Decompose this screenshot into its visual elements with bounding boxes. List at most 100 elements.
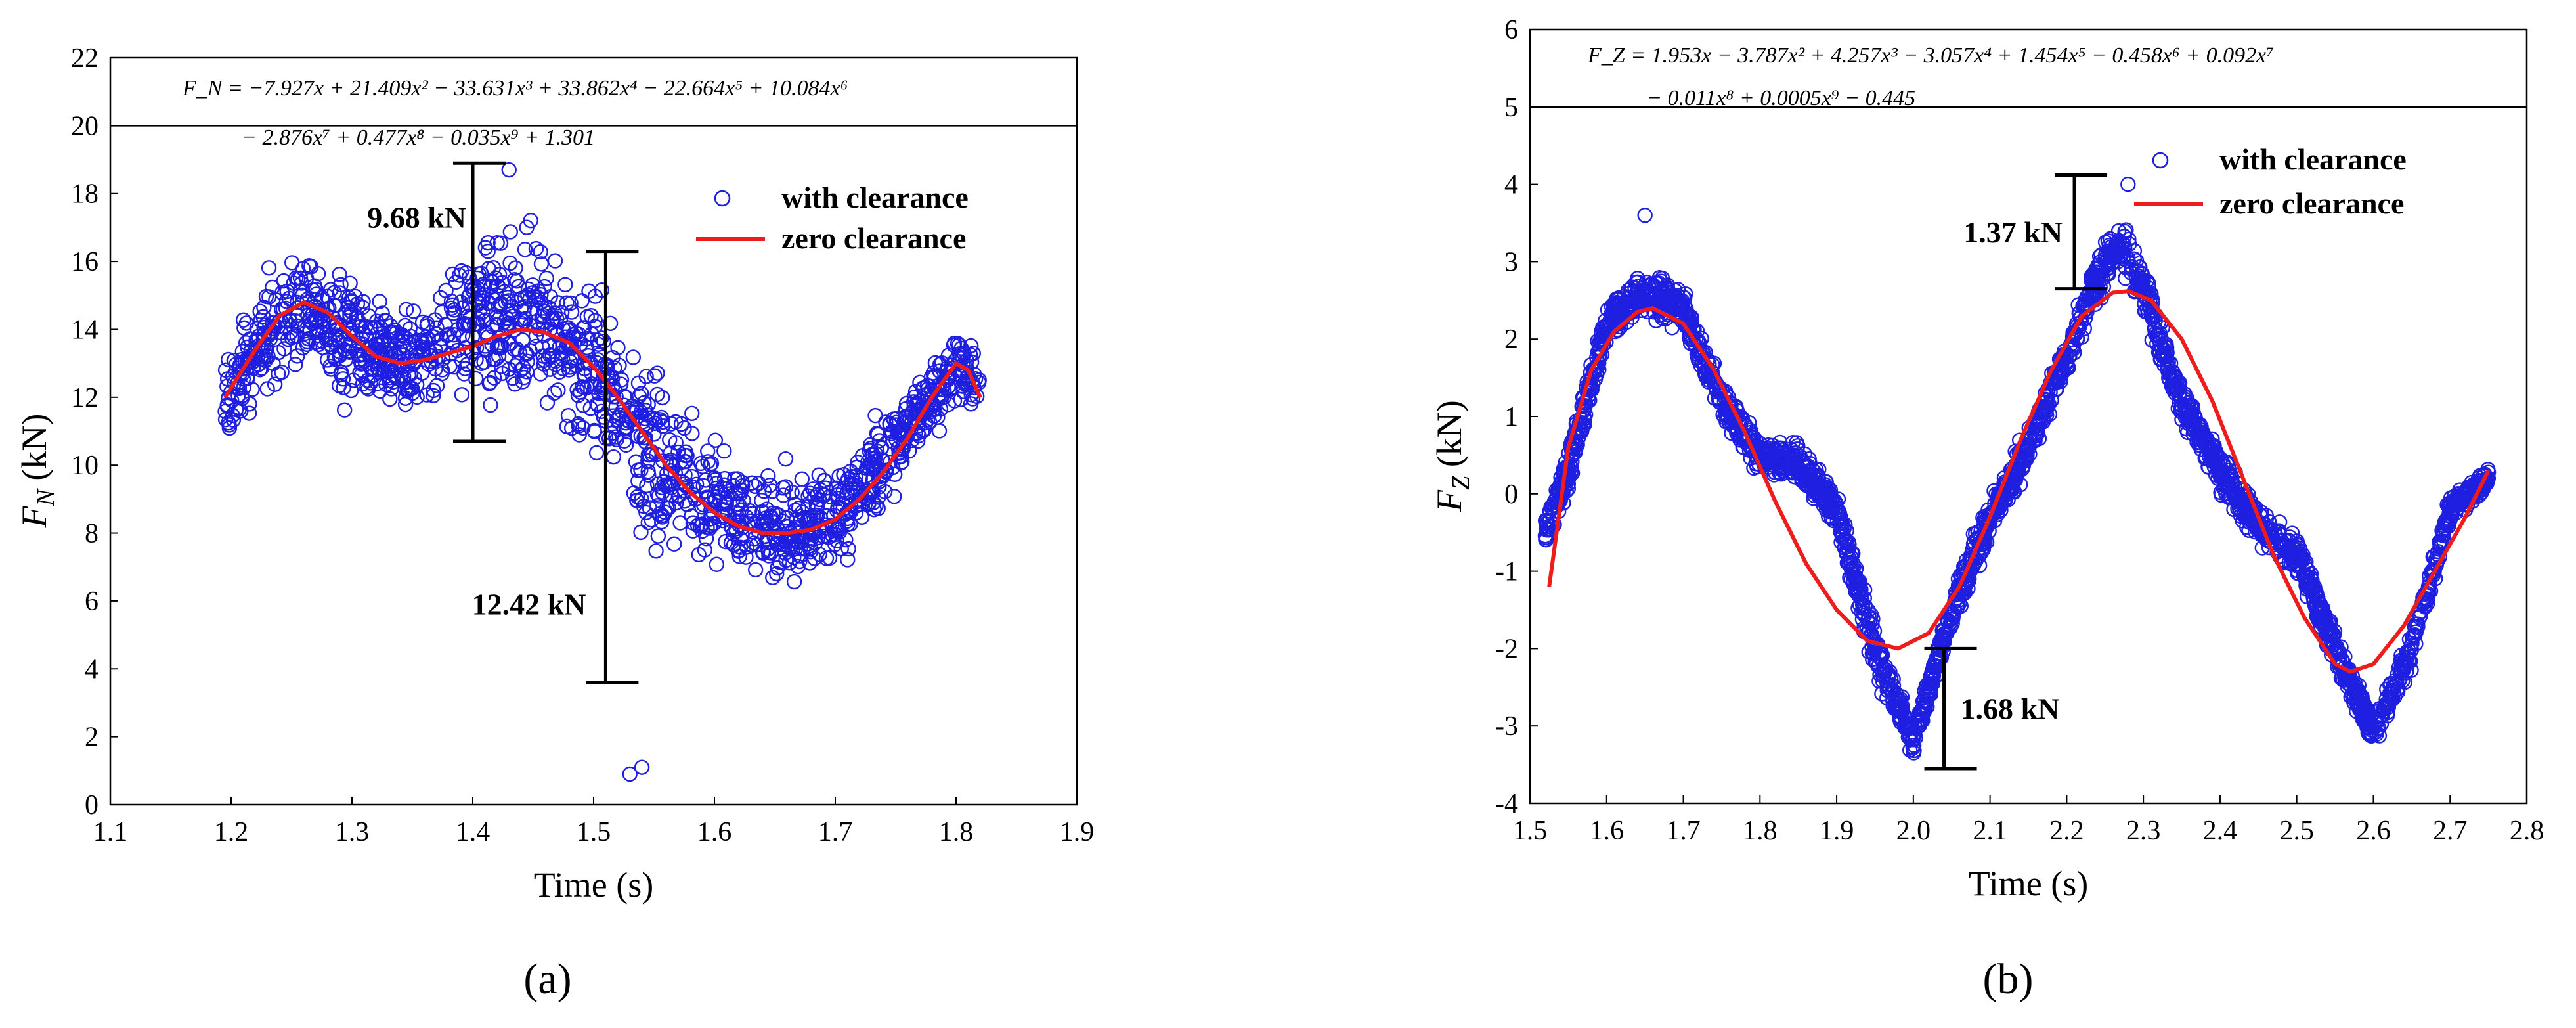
- data-point: [751, 476, 767, 491]
- data-point: [1558, 483, 1574, 499]
- data-point: [633, 524, 649, 541]
- data-point: [2032, 411, 2047, 426]
- data-point: [374, 305, 390, 321]
- x-tick-label: 1.3: [335, 817, 370, 847]
- data-point: [2472, 480, 2488, 497]
- data-point: [625, 349, 642, 365]
- data-point: [533, 244, 548, 260]
- data-point: [2028, 427, 2045, 443]
- scatter-series-with-clearance: [217, 162, 987, 782]
- data-point: [523, 213, 538, 229]
- data-point: [647, 368, 663, 384]
- data-point: [529, 313, 544, 330]
- y-axis-title: FN (kN): [14, 414, 60, 529]
- data-point: [786, 573, 802, 590]
- data-point: [1823, 501, 1839, 516]
- data-point: [618, 415, 634, 431]
- data-point: [747, 562, 764, 578]
- data-point: [629, 492, 645, 508]
- x-tick-label: 1.9: [1060, 817, 1095, 847]
- data-point: [912, 374, 928, 391]
- data-point: [878, 414, 894, 430]
- data-point: [483, 279, 498, 296]
- data-point: [575, 420, 591, 436]
- data-point: [769, 566, 785, 582]
- x-tick-label: 2.3: [2126, 816, 2161, 846]
- x-tick-label: 2.7: [2433, 816, 2468, 846]
- legend-marker-scatter: [2152, 152, 2169, 169]
- data-point: [1562, 457, 1578, 473]
- data-point: [302, 321, 318, 338]
- data-point: [299, 336, 315, 352]
- data-point: [359, 379, 375, 395]
- data-point: [709, 556, 725, 572]
- data-point: [626, 485, 642, 501]
- data-point: [2086, 284, 2103, 300]
- data-point: [253, 349, 269, 365]
- data-point: [454, 387, 470, 403]
- data-point: [557, 277, 573, 293]
- data-point: [1590, 333, 1605, 349]
- data-point: [2437, 521, 2453, 537]
- data-point: [672, 515, 688, 531]
- data-point: [2192, 416, 2208, 432]
- fit-equation-line-2: − 0.011x⁸ + 0.0005x⁹ − 0.445: [1647, 86, 1915, 110]
- data-point: [630, 375, 647, 391]
- data-point: [267, 376, 283, 392]
- data-point: [559, 295, 575, 311]
- data-point: [607, 429, 624, 445]
- data-point: [1960, 581, 1976, 596]
- y-tick-label: 2: [1504, 324, 1518, 355]
- data-point: [273, 324, 289, 341]
- data-point: [676, 420, 692, 436]
- annotation-label: 1.37 kN: [1963, 215, 2063, 249]
- data-point: [1795, 453, 1810, 468]
- data-point: [426, 388, 441, 403]
- data-point: [397, 396, 414, 413]
- data-point: [378, 313, 394, 329]
- y-tick-label: 20: [71, 111, 98, 141]
- data-point: [1845, 556, 1861, 571]
- fit-equation-line-1: F_N = −7.927x + 21.409x² − 33.631x³ + 33…: [182, 76, 848, 101]
- x-tick-label: 1.5: [1513, 816, 1548, 846]
- data-point: [480, 235, 496, 251]
- data-point: [1765, 451, 1781, 466]
- data-point: [2216, 458, 2233, 474]
- data-point: [221, 420, 238, 436]
- data-point: [2154, 347, 2170, 364]
- data-point: [777, 479, 794, 495]
- data-point: [1899, 721, 1915, 736]
- data-point: [398, 302, 414, 317]
- data-point: [754, 493, 770, 508]
- data-point: [839, 513, 855, 529]
- data-point: [1850, 585, 1867, 600]
- y-tick-label: 0: [85, 790, 98, 820]
- data-point: [2425, 564, 2441, 579]
- data-point: [891, 423, 907, 439]
- data-point: [278, 294, 295, 309]
- data-point: [666, 536, 682, 552]
- data-point: [288, 357, 303, 372]
- data-point: [1855, 600, 1871, 616]
- data-point: [652, 412, 668, 428]
- data-point: [2115, 235, 2131, 252]
- data-point: [654, 514, 670, 530]
- data-point: [633, 462, 649, 478]
- data-point: [515, 374, 531, 390]
- data-point: [1799, 476, 1814, 491]
- data-point: [2354, 708, 2370, 724]
- data-point: [261, 289, 277, 305]
- data-point: [1885, 698, 1901, 714]
- y-tick-label: 6: [85, 587, 98, 617]
- data-point: [426, 382, 441, 399]
- data-point: [915, 405, 931, 421]
- data-point: [2337, 659, 2353, 676]
- data-point: [332, 266, 347, 282]
- scatter-series-with-clearance: [1537, 176, 2497, 761]
- data-point: [2172, 376, 2187, 393]
- data-point: [2351, 677, 2367, 694]
- data-point: [219, 398, 235, 414]
- data-point: [1887, 688, 1903, 704]
- data-point: [2382, 686, 2398, 702]
- data-point: [684, 405, 700, 422]
